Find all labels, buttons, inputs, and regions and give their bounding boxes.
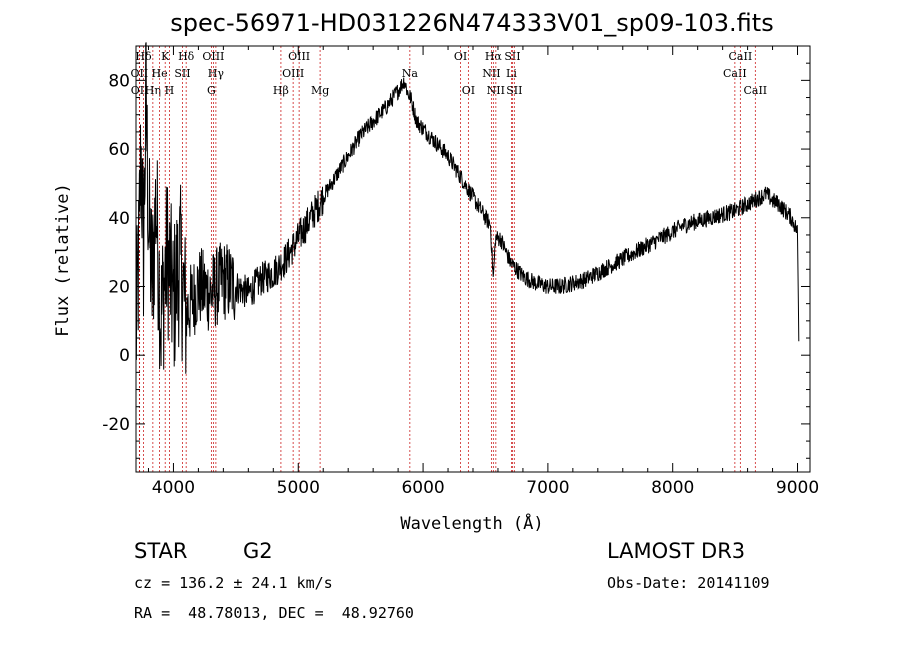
y-tick-label: 40 <box>108 209 130 229</box>
spectral-line-label-19: NII <box>482 67 500 80</box>
x-tick-label: 8000 <box>651 478 694 498</box>
spectral-line-label-24: SII <box>506 84 522 97</box>
spectral-line-label-21: NII <box>487 84 505 97</box>
spectral-line-label-25: CaII <box>723 67 747 80</box>
object-subclass: G2 <box>243 539 273 563</box>
y-tick-label: 80 <box>108 71 130 91</box>
spectral-line-label-14: OIII <box>288 50 310 63</box>
spectral-line-label-15: Mg <box>311 84 329 97</box>
flux-series <box>135 42 800 374</box>
spectral-line-label-13: OIII <box>282 67 304 80</box>
spectral-line-label-22: SII <box>504 50 520 63</box>
spectral-line-label-10: Hγ <box>208 67 225 80</box>
spectral-line-label-20: Hα <box>485 50 503 63</box>
spectral-line-label-23: Li <box>506 67 517 80</box>
spectral-line-label-26: CaII <box>729 50 753 63</box>
redshift-cz: cz = 136.2 ± 24.1 km/s <box>134 574 333 592</box>
spectral-line-label-27: CaII <box>743 84 767 97</box>
y-tick-label: 60 <box>108 140 130 160</box>
spectral-line-label-16: Na <box>402 67 419 80</box>
spectral-line-label-8: Hδ <box>178 50 195 63</box>
x-tick-label: 5000 <box>277 478 320 498</box>
plot-frame <box>135 45 811 473</box>
spectral-line-label-0: Hδ <box>135 50 152 63</box>
spectral-line-label-9: OIII <box>202 50 224 63</box>
x-tick-label: 6000 <box>401 478 444 498</box>
flux-line <box>135 42 800 374</box>
x-tick-label: 9000 <box>776 478 819 498</box>
spectral-line-label-6: H <box>165 84 175 97</box>
observation-date: Obs-Date: 20141109 <box>607 574 770 592</box>
chart-title: spec-56971-HD031226N474333V01_sp09-103.f… <box>170 9 773 37</box>
spectral-line-label-3: Hη <box>145 84 161 97</box>
spectral-line-label-7: SII <box>174 67 190 80</box>
survey-name: LAMOST DR3 <box>607 539 746 563</box>
spectral-line-label-17: OI <box>454 50 467 63</box>
x-axis-label: Wavelength (Å) <box>400 512 543 534</box>
spectral-line-label-18: OI <box>462 84 475 97</box>
y-axis-label: Flux (relative) <box>53 183 73 337</box>
spectral-line-label-12: Hβ <box>273 84 289 97</box>
spectral-line-label-11: G <box>207 84 216 97</box>
spectral-line-label-5: K <box>161 50 170 63</box>
y-tick-label: 20 <box>108 277 130 297</box>
y-tick-label: -20 <box>102 415 130 435</box>
spectral-line-label-4: He <box>152 67 168 80</box>
spectral-line-label-2: OII <box>131 84 149 97</box>
y-tick-label: 0 <box>119 346 130 366</box>
axis-ticks: 4000 5000 6000 7000 8000 9000 -20 0 20 40 60 80 <box>102 45 819 498</box>
x-tick-label: 7000 <box>526 478 569 498</box>
object-class: STAR <box>134 539 188 563</box>
spectral-line-label-1: OII <box>131 67 149 80</box>
coordinates: RA = 48.78013, DEC = 48.92760 <box>134 604 414 622</box>
x-tick-label: 4000 <box>152 478 195 498</box>
